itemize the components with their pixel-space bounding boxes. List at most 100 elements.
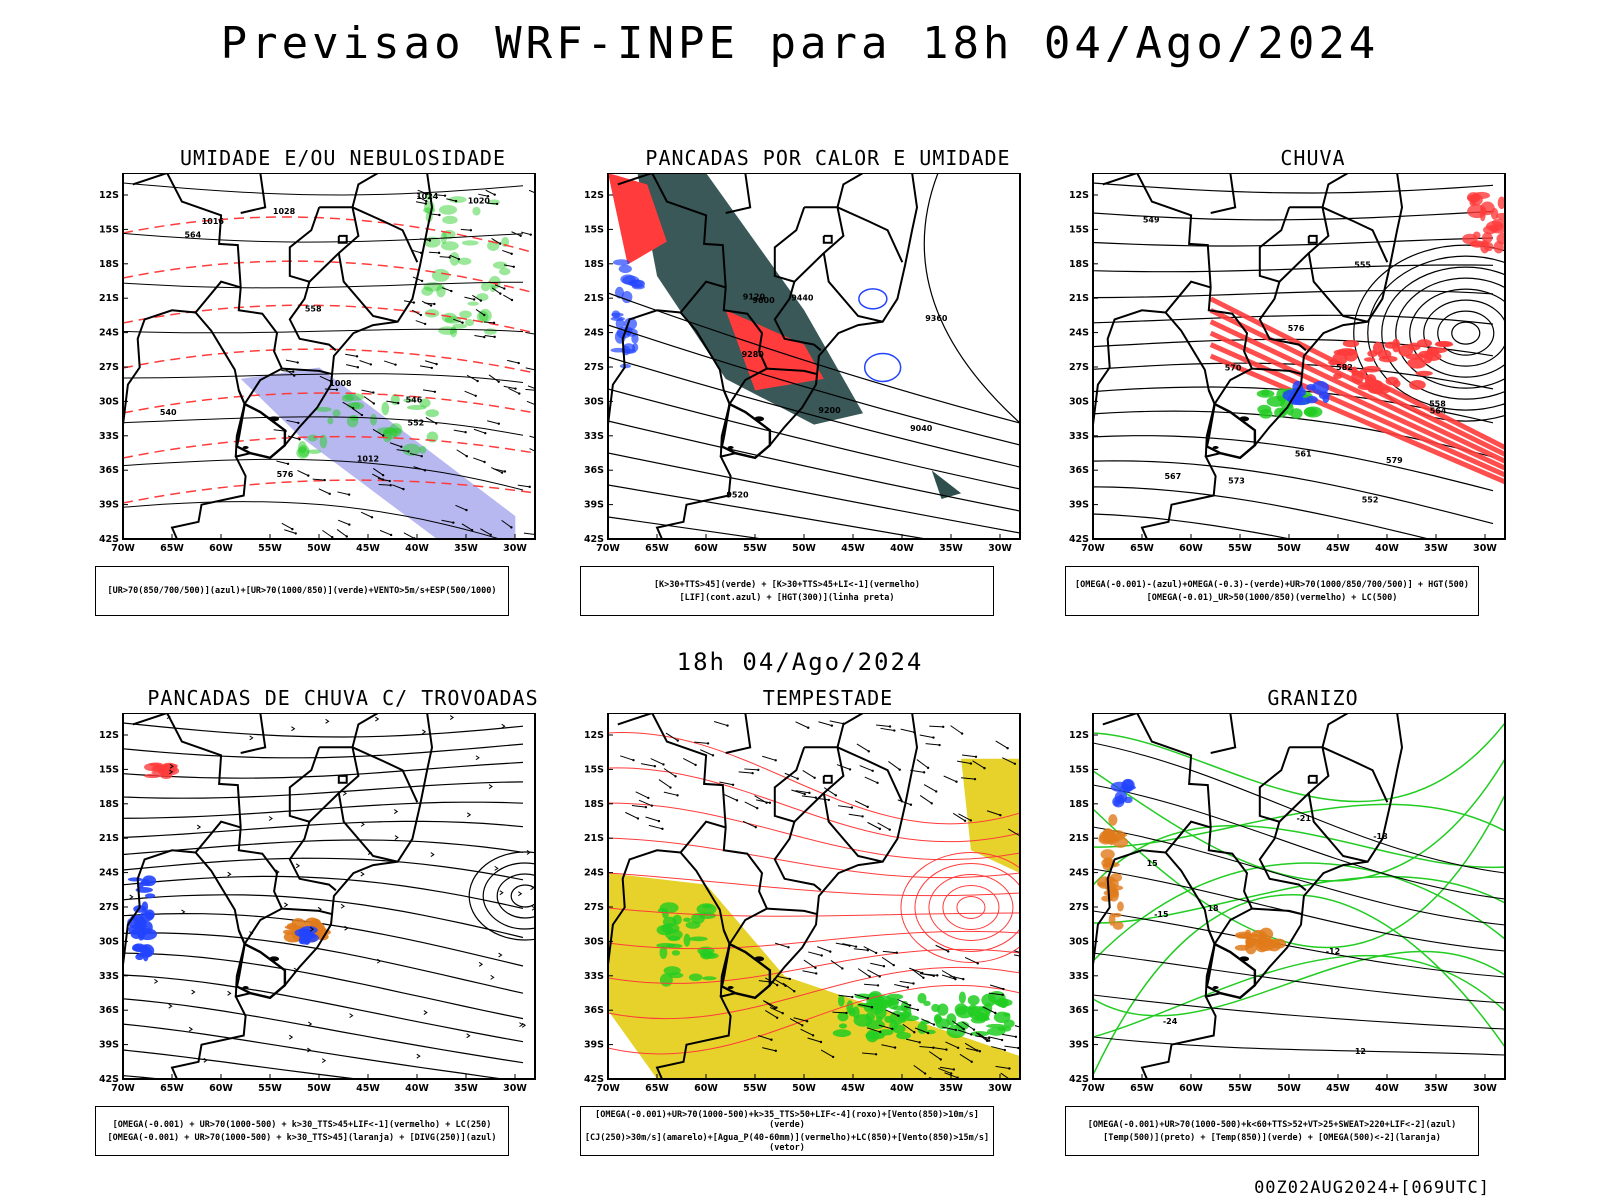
wind-vector	[793, 1017, 808, 1022]
lon-tick-label: 55W	[743, 543, 767, 554]
map-pancadas-calor[interactable]: 9600 9520 9440 9360 9280 9200 9120 9040 12S 15S 18…	[578, 173, 1078, 558]
border	[725, 173, 752, 214]
map-trovoadas[interactable]: 12S 15S 18S 21S 24S 27S 30S 33S 36S 39S 42S 70W 65W 6…	[93, 713, 593, 1098]
lake	[727, 446, 734, 449]
wind-vector-head	[503, 470, 507, 473]
wind-vector-head	[751, 771, 754, 775]
wind-vector-head	[916, 1008, 920, 1012]
wind-vector-head	[796, 777, 799, 780]
border	[822, 792, 883, 863]
wind-vector-head	[960, 732, 964, 735]
wind-vector	[941, 970, 955, 978]
wind-vector	[466, 374, 478, 382]
streamline	[608, 966, 1020, 1020]
wind-vector-head	[676, 794, 679, 797]
contour-line	[1423, 299, 1505, 367]
wind-vector	[460, 228, 471, 231]
wind-vector-head	[298, 438, 301, 441]
wind-vector	[854, 993, 868, 999]
border	[837, 746, 904, 803]
lon-tick-label: 35W	[454, 543, 478, 554]
lat-tick-label: 21S	[99, 293, 119, 304]
wind-vector-head	[952, 1068, 956, 1071]
wind-vector	[363, 396, 375, 404]
lat-tick-label: 27S	[584, 362, 604, 373]
lon-tick-label: 40W	[890, 543, 914, 554]
field-area	[1496, 232, 1505, 245]
wind-vector	[842, 943, 857, 948]
wind-vector	[762, 1047, 776, 1052]
wind-vector-head	[947, 950, 950, 953]
lon-tick-label: 35W	[454, 1083, 478, 1094]
lon-tick-label: 65W	[160, 1083, 184, 1094]
panel-granizo: GRANIZO -12 -15 -18 -21 -24 12 15 18 12S 15S 18S 21…	[1063, 686, 1563, 1156]
wind-vector	[648, 824, 663, 830]
streamline-arrow	[521, 1022, 527, 1028]
wind-vector-head	[774, 759, 777, 762]
contour-label: -15	[1154, 910, 1169, 919]
legend-line: [CJ(250)>30m/s](amarelo)+[Agua_P(40-60mm…	[584, 1132, 990, 1153]
wind-vector-head	[922, 976, 925, 979]
wind-vector-head	[694, 763, 697, 767]
wind-vector-head	[845, 1011, 848, 1015]
streamline	[608, 984, 1020, 1055]
lon-tick-label: 45W	[1326, 543, 1350, 554]
wind-vector-head	[489, 533, 492, 536]
lat-tick-label: 30S	[99, 936, 119, 947]
field-area	[631, 333, 639, 344]
field-area	[1415, 370, 1433, 376]
wind-vector-head	[381, 473, 385, 477]
field-area	[899, 1013, 907, 1023]
wind-vector	[485, 189, 495, 196]
wind-vector	[665, 732, 678, 741]
streamline	[608, 948, 1020, 984]
wind-vector-head	[926, 766, 930, 770]
wind-vector	[909, 967, 923, 974]
wind-vector-head	[870, 1006, 874, 1009]
field-area	[1099, 830, 1116, 844]
contour-label: 552	[408, 419, 425, 428]
streamline-arrow	[488, 784, 493, 789]
wind-vector	[864, 776, 878, 784]
wind-vector-head	[433, 302, 436, 306]
height-contour	[923, 173, 1020, 424]
lat-tick-label: 21S	[1069, 833, 1089, 844]
wind-vector	[1014, 954, 1020, 957]
wind-vector	[952, 812, 966, 822]
lake	[1239, 956, 1250, 962]
wind-vector	[899, 980, 914, 984]
wind-vector-head	[493, 193, 496, 196]
wind-vector-head	[484, 431, 487, 435]
wind-vector-head	[866, 949, 869, 952]
rain-area	[1209, 353, 1505, 485]
contour-label: 9040	[910, 424, 933, 433]
wind-vector	[403, 300, 414, 304]
wind-vector	[422, 389, 435, 393]
field-area	[954, 1003, 968, 1016]
legend-line: [LIF](cont.azul) + [HGT(300)](linha pret…	[679, 592, 895, 603]
map-granizo[interactable]: -12 -15 -18 -21 -24 12 15 18 12S 15S 18S 21S 24S 27S 3…	[1063, 713, 1563, 1098]
wind-vector	[620, 755, 634, 761]
height-contour	[608, 452, 1020, 534]
field-area	[611, 310, 621, 319]
wind-vector	[945, 1041, 959, 1049]
border	[608, 849, 681, 982]
wind-vector	[838, 994, 853, 998]
wind-vector-head	[970, 1033, 973, 1036]
lake	[754, 416, 765, 422]
wind-vector-head	[814, 966, 817, 970]
field-area	[1112, 921, 1124, 930]
field-area	[631, 284, 645, 290]
panel-legend: [OMEGA(-0.001) + UR>70(1000-500) + k>30_…	[95, 1106, 509, 1156]
wind-vector	[372, 473, 384, 481]
field-area	[1435, 340, 1453, 347]
contour-line	[1409, 288, 1505, 378]
wind-vector	[774, 942, 789, 948]
map-tempestade[interactable]: 12S 15S 18S 21S 24S 27S 30S 33S 36S 39S 42S 70W 65W 6…	[578, 713, 1078, 1098]
map-chuva[interactable]: 582 579 576 573 570 567 564 561 558 555 552 549 12S 1…	[1063, 173, 1563, 558]
streamline-arrow	[191, 989, 196, 995]
wind-vector-head	[1002, 987, 1005, 991]
wind-vector	[351, 407, 363, 416]
field-area	[349, 415, 359, 421]
map-umidade[interactable]: 1012 1016 1020 1024 1028 1008 576 564 558 552 546 5…	[93, 173, 593, 558]
